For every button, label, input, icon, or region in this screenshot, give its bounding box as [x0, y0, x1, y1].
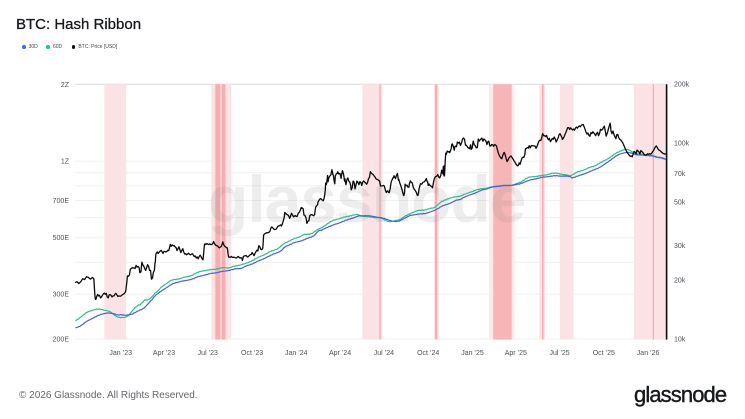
- svg-text:30k: 30k: [674, 243, 686, 250]
- svg-text:10k: 10k: [674, 336, 686, 343]
- svg-text:Apr ’24: Apr ’24: [329, 350, 351, 357]
- svg-text:Oct ’23: Oct ’23: [241, 350, 263, 357]
- svg-text:500E: 500E: [53, 235, 70, 242]
- svg-text:glassnode: glassnode: [208, 162, 525, 236]
- svg-text:Jul ’24: Jul ’24: [374, 350, 394, 357]
- svg-text:Jan ’25: Jan ’25: [461, 350, 484, 357]
- svg-text:Apr ’25: Apr ’25: [505, 350, 527, 357]
- svg-text:1Z: 1Z: [61, 159, 70, 166]
- svg-text:50k: 50k: [674, 199, 686, 206]
- svg-text:Jul ’23: Jul ’23: [198, 350, 218, 357]
- svg-text:20k: 20k: [674, 277, 686, 284]
- svg-text:100k: 100k: [674, 140, 690, 147]
- svg-text:2Z: 2Z: [61, 82, 70, 89]
- svg-text:Apr ’23: Apr ’23: [153, 350, 175, 357]
- svg-text:700E: 700E: [53, 198, 70, 205]
- svg-text:Oct ’25: Oct ’25: [593, 350, 615, 357]
- svg-text:Jul ’25: Jul ’25: [549, 350, 569, 357]
- svg-text:Oct ’24: Oct ’24: [417, 350, 439, 357]
- svg-text:200k: 200k: [674, 81, 690, 88]
- svg-text:300E: 300E: [53, 292, 70, 299]
- svg-text:Jan ’26: Jan ’26: [637, 350, 660, 357]
- svg-text:Jan ’24: Jan ’24: [285, 350, 308, 357]
- svg-text:200E: 200E: [53, 336, 70, 343]
- svg-text:Jan ’23: Jan ’23: [109, 350, 132, 357]
- svg-text:70k: 70k: [674, 171, 686, 178]
